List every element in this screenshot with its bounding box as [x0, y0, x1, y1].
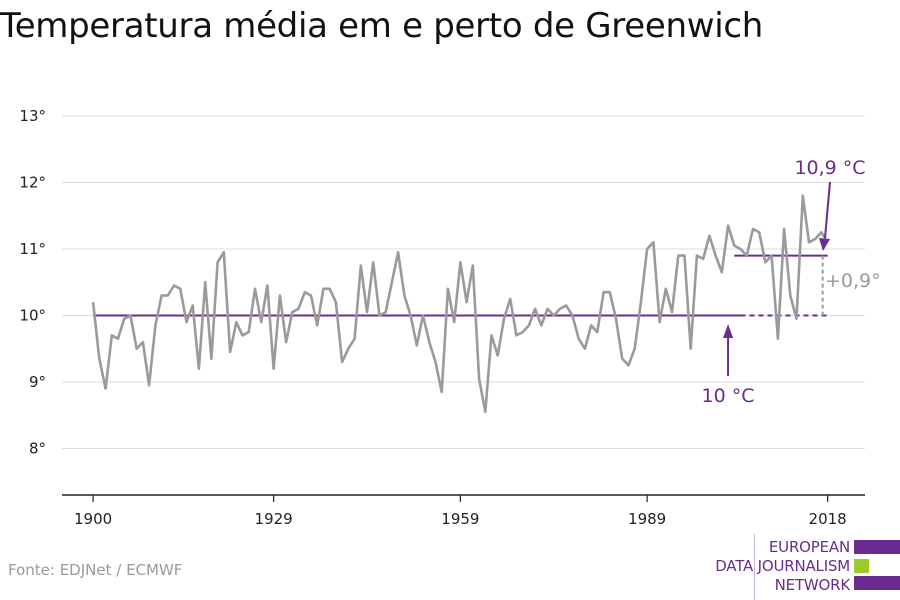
logo-bar-2	[854, 559, 869, 573]
baseline-label: 10 °C	[702, 385, 755, 407]
y-tick-label: 8°	[29, 439, 46, 457]
y-tick-label: 10°	[19, 306, 46, 324]
logo-separator	[754, 534, 755, 600]
edjnet-logo: EUROPEAN DATA JOURNALISM NETWORK	[700, 530, 900, 600]
chart-title: Temperatura média em e perto de Greenwic…	[0, 6, 764, 46]
x-tick-label: 1929	[255, 510, 293, 528]
source-note: Fonte: EDJNet / ECMWF	[8, 561, 183, 579]
logo-bar-1	[854, 540, 900, 554]
baseline-arrowhead	[723, 324, 734, 338]
logo-line-2: DATA JOURNALISM	[715, 557, 850, 575]
difference-label: +0,9°	[825, 270, 881, 292]
x-tick-label: 1959	[441, 510, 479, 528]
recent-arrow-shaft	[824, 181, 831, 239]
logo-line-1: EUROPEAN	[768, 538, 850, 556]
y-tick-label: 12°	[19, 173, 46, 191]
temperature-series-line	[91, 194, 829, 414]
x-tick-label: 1989	[628, 510, 666, 528]
logo-line-3: NETWORK	[774, 576, 851, 594]
recent-arrowhead	[819, 238, 830, 251]
x-tick-label: 2018	[809, 510, 847, 528]
y-tick-label: 9°	[29, 373, 46, 391]
x-tick-label: 1900	[74, 510, 112, 528]
logo-bar-3	[854, 576, 900, 590]
y-tick-label: 11°	[19, 240, 46, 258]
recent-label: 10,9 °C	[794, 157, 865, 179]
y-tick-label: 13°	[19, 107, 46, 125]
